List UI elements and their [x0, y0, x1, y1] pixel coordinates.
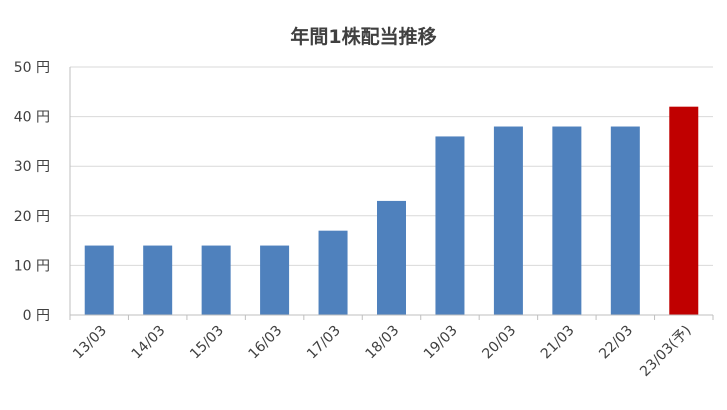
x-tick-label: 19/03	[421, 323, 461, 363]
y-tick-label: 30 円	[14, 159, 50, 175]
x-tick-label: 16/03	[246, 323, 286, 363]
x-tick-label: 18/03	[362, 323, 402, 363]
x-tick-label: 21/03	[538, 323, 578, 363]
bar	[201, 245, 231, 315]
bar	[435, 136, 465, 315]
x-tick-label: 17/03	[304, 323, 344, 363]
bars-layer	[84, 106, 699, 316]
bar	[669, 106, 699, 316]
y-tick-label: 40 円	[14, 110, 50, 126]
x-tick-label: 20/03	[479, 323, 519, 363]
bar	[84, 245, 114, 315]
bar	[610, 126, 640, 316]
y-tick-label: 50 円	[14, 60, 50, 76]
x-tick-label: 22/03	[596, 323, 636, 363]
x-tick-label: 13/03	[70, 323, 110, 363]
x-tick-label: 23/03(予)	[637, 323, 694, 380]
y-tick-label: 10 円	[14, 258, 50, 274]
bar	[552, 126, 582, 316]
bar	[318, 230, 348, 315]
bar	[377, 200, 406, 315]
y-tick-labels: 0 円 10 円 20 円 30 円 40 円 50 円	[14, 60, 50, 324]
x-tick-label: 15/03	[187, 323, 227, 363]
x-tick-label: 14/03	[129, 323, 169, 363]
bar	[493, 126, 523, 316]
chart-title: 年間1株配当推移	[290, 26, 437, 48]
grid-layer	[70, 66, 713, 266]
y-tick-label: 20 円	[14, 209, 50, 225]
bar	[143, 245, 173, 315]
axis-layer	[69, 67, 714, 320]
y-tick-label: 0 円	[23, 308, 50, 324]
x-tick-labels: 13/03 14/03 15/03 16/03 17/03 18/03 19/03 20/03…	[70, 323, 694, 380]
bar	[260, 245, 290, 315]
